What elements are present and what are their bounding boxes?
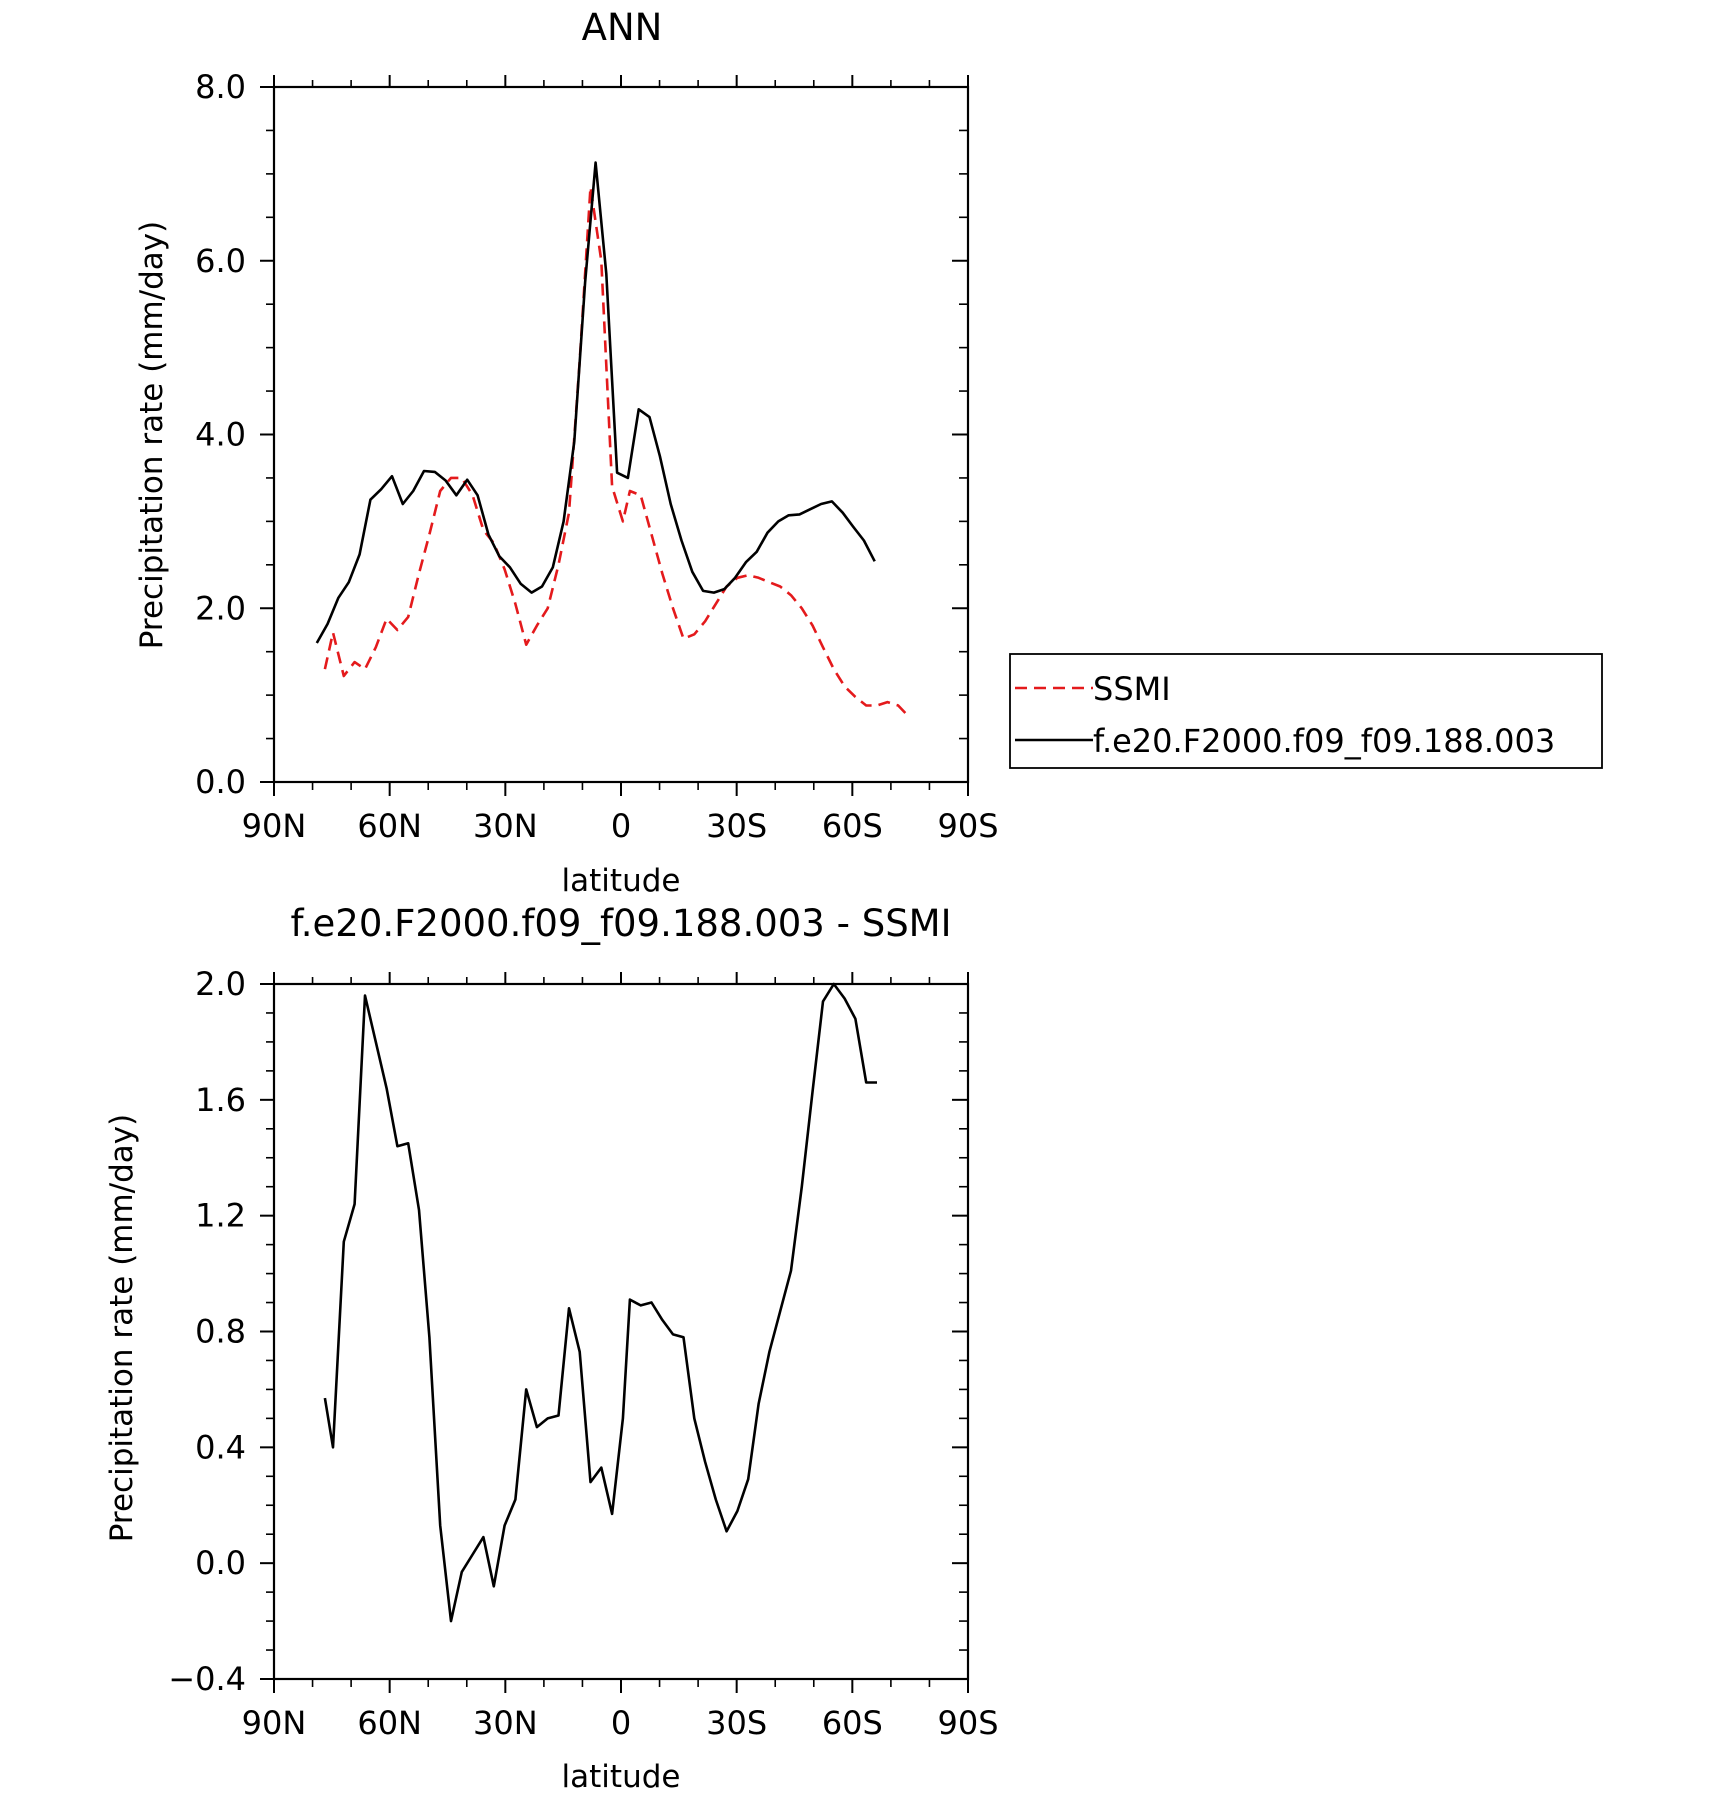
top-ticks: 90N 60N 30N 0 30S 60S 90S 0.0 2.0 4.0 6.0 8.0	[195, 68, 998, 845]
bottom-panel: f.e20.F2000.f09_f09.188.003 - SSMI 90N 60…	[104, 902, 999, 1794]
bottom-ticks: 90N 60N 30N 0 30S 60S 90S −0.4 0.0 0.4 0.8 1.2 1.6 2.…	[168, 965, 998, 1742]
bottom-plot-frame	[272, 982, 970, 1681]
legend: SSMI f.e20.F2000.f09_f09.188.003	[1009, 653, 1603, 769]
top-series-line-model	[315, 161, 876, 644]
bottom-y-tick-label: 0.4	[195, 1428, 246, 1466]
bottom-y-tick-label: −0.4	[168, 1660, 246, 1698]
bottom-x-tick-label: 60S	[822, 1704, 883, 1742]
top-y-axis-label: Precipitation rate (mm/day)	[134, 221, 170, 650]
top-x-tick-label: 90N	[242, 807, 307, 845]
top-x-tick-label: 60N	[357, 807, 422, 845]
legend-label-model: f.e20.F2000.f09_f09.188.003	[1093, 722, 1555, 760]
top-x-tick-label: 90S	[937, 807, 998, 845]
bottom-x-tick-label: 90S	[937, 1704, 998, 1742]
top-y-tick-label: 4.0	[195, 416, 246, 454]
top-y-tick-label: 8.0	[195, 68, 246, 106]
bottom-y-tick-label: 1.2	[195, 1197, 246, 1235]
bottom-y-axis-label: Precipitation rate (mm/day)	[104, 1114, 140, 1543]
bottom-series-line-model	[323, 982, 877, 1623]
legend-label-ssmi: SSMI	[1093, 670, 1171, 708]
top-y-tick-label: 6.0	[195, 242, 246, 280]
top-series-group	[315, 161, 910, 718]
top-x-tick-label: 30N	[473, 807, 538, 845]
top-plot-frame	[272, 85, 970, 784]
bottom-series-group	[323, 982, 877, 1623]
top-chart-title: ANN	[582, 6, 663, 49]
bottom-x-tick-label: 90N	[242, 1704, 307, 1742]
bottom-x-tick-label: 30N	[473, 1704, 538, 1742]
bottom-y-tick-label: 1.6	[195, 1081, 246, 1119]
bottom-x-axis-label: latitude	[562, 1759, 681, 1794]
top-x-axis-label: latitude	[562, 863, 681, 899]
top-series-line-ssmi	[323, 185, 910, 718]
bottom-y-tick-label: 0.8	[195, 1313, 246, 1351]
legend-box	[1009, 653, 1603, 769]
top-panel: ANN 90N 60N 30N 0 30S 60S 90S 0.0 2.0 4.0 6.0 8.0 l…	[134, 6, 1603, 899]
top-x-tick-label: 0	[611, 807, 631, 845]
top-x-tick-label: 60S	[822, 807, 883, 845]
bottom-x-tick-label: 0	[611, 1704, 631, 1742]
bottom-chart-title: f.e20.F2000.f09_f09.188.003 - SSMI	[290, 902, 951, 945]
bottom-y-tick-label: 0.0	[195, 1544, 246, 1582]
bottom-y-tick-label: 2.0	[195, 965, 246, 1003]
bottom-x-tick-label: 60N	[357, 1704, 422, 1742]
top-y-tick-label: 2.0	[195, 589, 246, 627]
top-y-tick-label: 0.0	[195, 763, 246, 801]
top-x-tick-label: 30S	[706, 807, 767, 845]
bottom-x-tick-label: 30S	[706, 1704, 767, 1742]
